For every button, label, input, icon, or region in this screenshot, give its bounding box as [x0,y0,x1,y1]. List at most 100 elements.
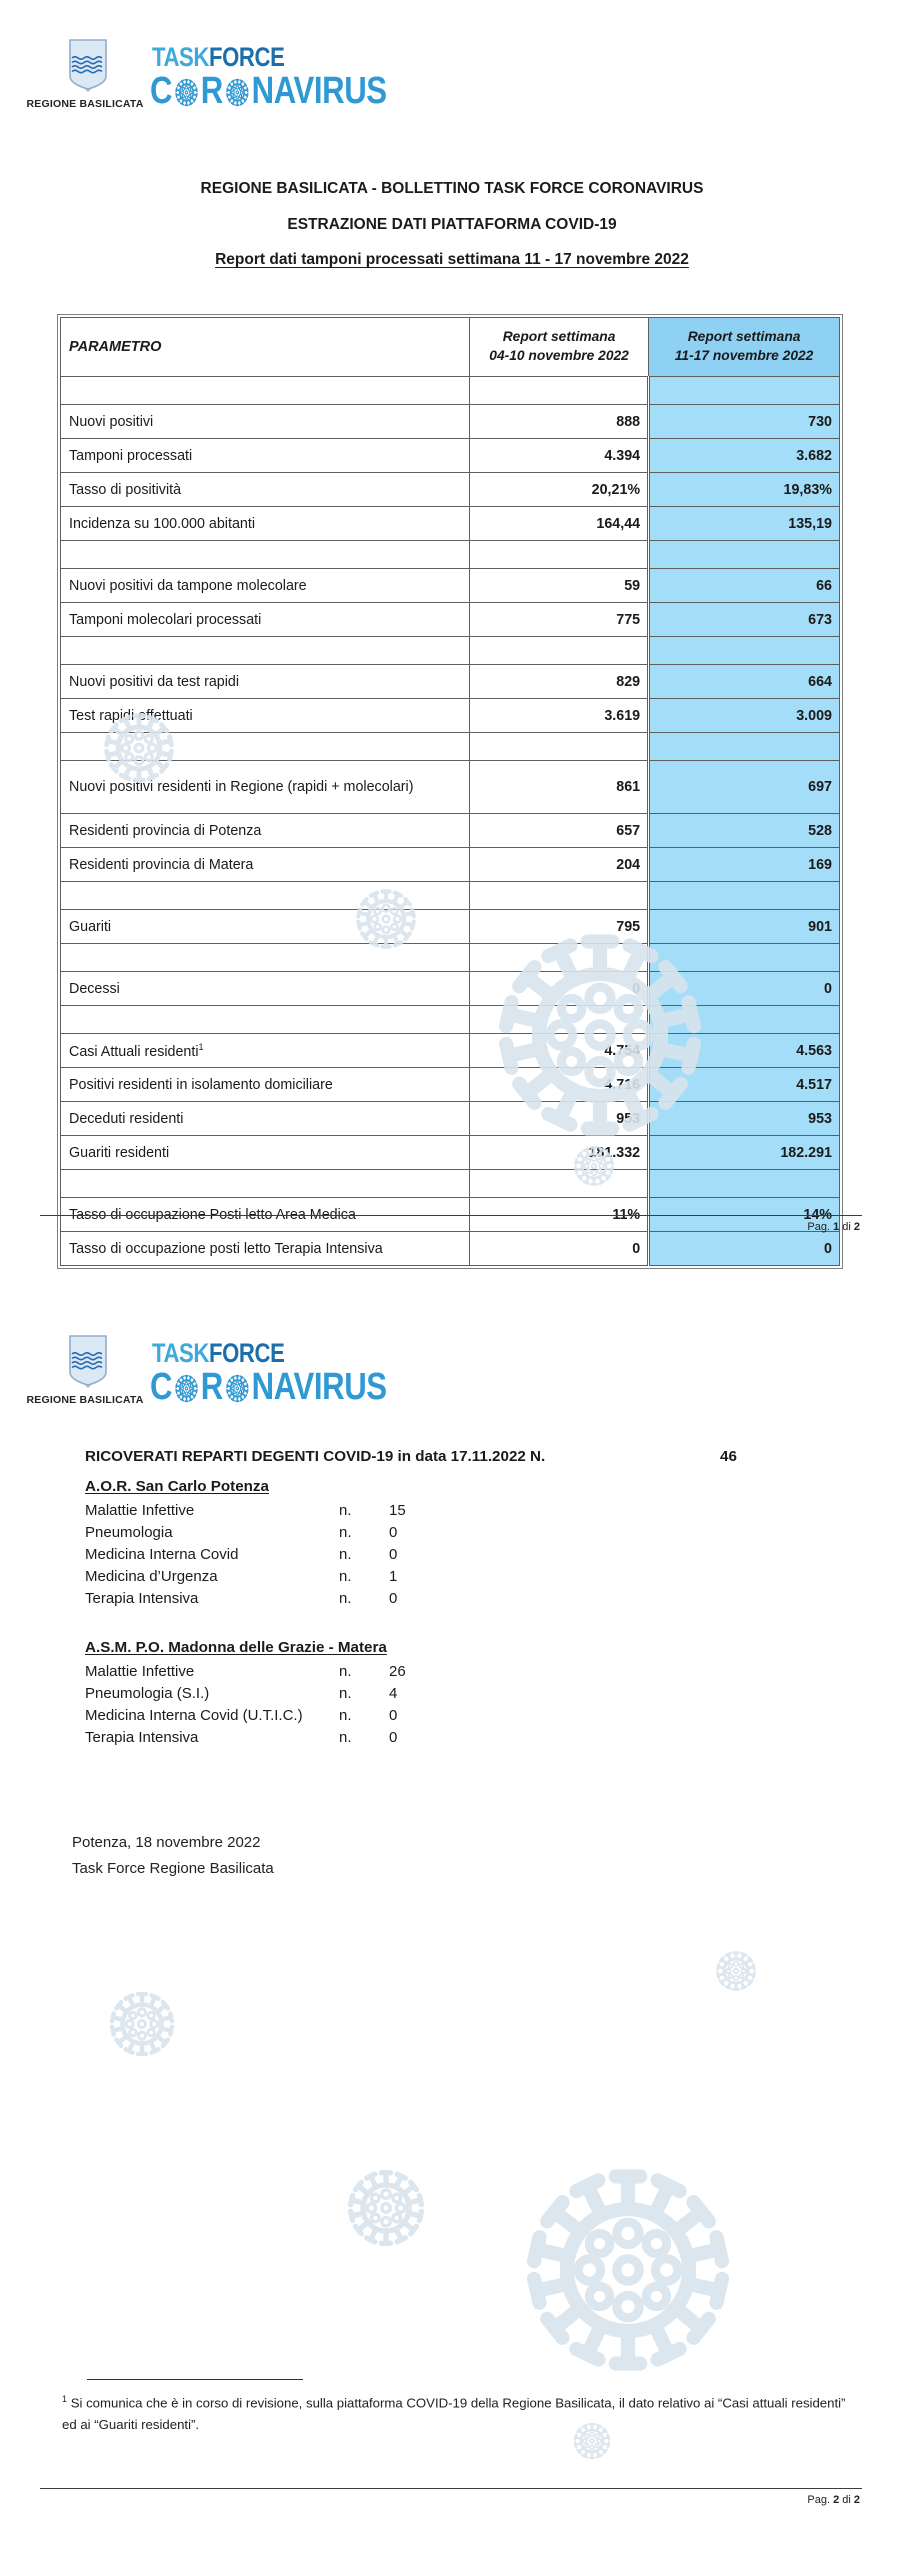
coronavirus-letter: C [150,70,173,112]
table-spacer-row [60,1169,840,1198]
value-week-current: 673 [647,602,840,637]
page-number-of: di [842,1221,851,1233]
header-logo: REGIONE BASILICATA TASKFORCE C R NAVIRUS [20,1330,450,1440]
signature-block: Potenza, 18 novembre 2022 Task Force Reg… [72,1830,274,1882]
value-week-prev: 0 [468,1231,650,1266]
region-label: REGIONE BASILICATA [26,98,144,110]
header-logo: REGIONE BASILICATA TASKFORCE C R NAVIRUS [20,34,450,144]
page-number-prefix: Pag. [807,1221,830,1233]
ward-row: Medicina d’Urgenza n. 1 [85,1566,585,1588]
page-number-total: 2 [853,1221,860,1233]
table-row: Guariti residenti 181.332 182.291 [60,1135,840,1170]
ward-row: Pneumologia n. 0 [85,1522,585,1544]
page-number-current: 2 [833,2494,840,2506]
value-week-prev: 795 [468,909,650,944]
table-row: Nuovi positivi residenti in Regione (rap… [60,760,840,814]
page-number-prefix: Pag. [807,2494,830,2506]
region-label: REGIONE BASILICATA [26,1394,144,1406]
value-week-prev: 59 [468,568,650,603]
table-spacer-cell [647,881,840,910]
coronavirus-letter: R [200,70,224,112]
table-spacer-cell [468,1005,650,1034]
table-spacer-cell [468,732,650,761]
table-spacer-row [60,732,840,761]
page-number-of: di [842,2494,851,2506]
ward-count: 0 [389,1707,398,1724]
ward-label: Medicina Interna Covid (U.T.I.C.) [85,1707,303,1724]
page-number: Pag. 2 di 2 [807,2494,860,2506]
ward-label: Malattie Infettive [85,1663,195,1680]
taskforce-wordmark: TASKFORCE [152,1338,285,1369]
hospital-title: A.S.M. P.O. Madonna delle Grazie - Mater… [85,1639,387,1656]
table-spacer-cell [647,1169,840,1198]
row-label: Decessi [60,971,470,1006]
value-week-current: 697 [647,760,840,814]
value-week-current: 3.682 [647,438,840,473]
hospital-section: A.O.R. San Carlo Potenza Malattie Infetti… [85,1478,585,1610]
value-week-current: 135,19 [647,506,840,541]
value-week-prev: 4.716 [468,1067,650,1102]
column-header-week-prev: Report settimana 04-10 novembre 2022 [468,317,650,377]
report-title-line1: REGIONE BASILICATA - BOLLETTINO TASK FOR… [200,180,704,197]
value-week-current: 0 [647,971,840,1006]
ward-n-label: n. [339,1568,352,1585]
row-label: Nuovi positivi da tampone molecolare [60,568,470,603]
ward-label: Pneumologia [85,1524,173,1541]
row-label: Nuovi positivi da test rapidi [60,664,470,699]
column-header-parametro: PARAMETRO [60,317,470,377]
row-label: Nuovi positivi [60,404,470,439]
row-label: Tamponi molecolari processati [60,602,470,637]
coronavirus-letters: NAVIRUS [251,1366,387,1408]
table-spacer-cell [647,732,840,761]
table-row: Tamponi molecolari processati 775 673 [60,602,840,637]
table-spacer-cell [468,376,650,405]
value-week-prev: 657 [468,813,650,848]
value-week-prev: 829 [468,664,650,699]
value-week-prev: 164,44 [468,506,650,541]
table-row: Tasso di occupazione posti letto Terapia… [60,1231,840,1266]
table-spacer-cell [60,376,470,405]
taskforce-force-text: FORCE [208,1338,285,1368]
ward-label: Malattie Infettive [85,1502,195,1519]
table-row: Nuovi positivi da test rapidi 829 664 [60,664,840,699]
row-label: Nuovi positivi residenti in Regione (rap… [60,760,470,814]
coronavirus-wordmark: C R NAVIRUS [150,70,387,113]
page-1: REGIONE BASILICATA TASKFORCE C R NAVIRUS R… [20,34,862,1269]
value-week-current: 953 [647,1101,840,1136]
table-spacer-cell [60,1005,470,1034]
row-label: Tasso di occupazione Posti letto Area Me… [60,1197,470,1232]
taskforce-wordmark: TASKFORCE [152,42,285,73]
table-row: Tasso di positività 20,21% 19,83% [60,472,840,507]
table-spacer-row [60,376,840,405]
value-week-current: 0 [647,1231,840,1266]
ward-n-label: n. [339,1590,352,1607]
ward-n-label: n. [339,1524,352,1541]
ward-count: 0 [389,1546,398,1563]
footnote: 1 Si comunica che è in corso di revision… [62,2392,852,2435]
table-spacer-cell [60,943,470,972]
row-label: Tasso di occupazione posti letto Terapia… [60,1231,470,1266]
row-label: Deceduti residenti [60,1101,470,1136]
table-row: Tasso di occupazione Posti letto Area Me… [60,1197,840,1232]
table-spacer-cell [60,540,470,569]
ward-count: 15 [389,1502,406,1519]
value-week-prev: 888 [468,404,650,439]
table-row: Tamponi processati 4.394 3.682 [60,438,840,473]
ward-n-label: n. [339,1685,352,1702]
ward-label: Pneumologia (S.I.) [85,1685,210,1702]
taskforce-task-text: TASK [152,42,209,72]
table-spacer-cell [468,881,650,910]
virus-logo-icon [173,76,200,109]
table-spacer-row [60,540,840,569]
hospital-title: A.O.R. San Carlo Potenza [85,1478,269,1495]
value-week-current: 169 [647,847,840,882]
value-week-current: 664 [647,664,840,699]
ward-label: Medicina Interna Covid [85,1546,239,1563]
column-header-week-current: Report settimana 11-17 novembre 2022 [648,317,840,377]
table-row: Test rapidi effettuati 3.619 3.009 [60,698,840,733]
footnote-separator [87,2379,303,2380]
footnote-marker: 1 [62,2394,68,2404]
table-spacer-cell [60,1169,470,1198]
footnote-marker: 1 [198,1041,204,1052]
ward-count: 0 [389,1729,398,1746]
